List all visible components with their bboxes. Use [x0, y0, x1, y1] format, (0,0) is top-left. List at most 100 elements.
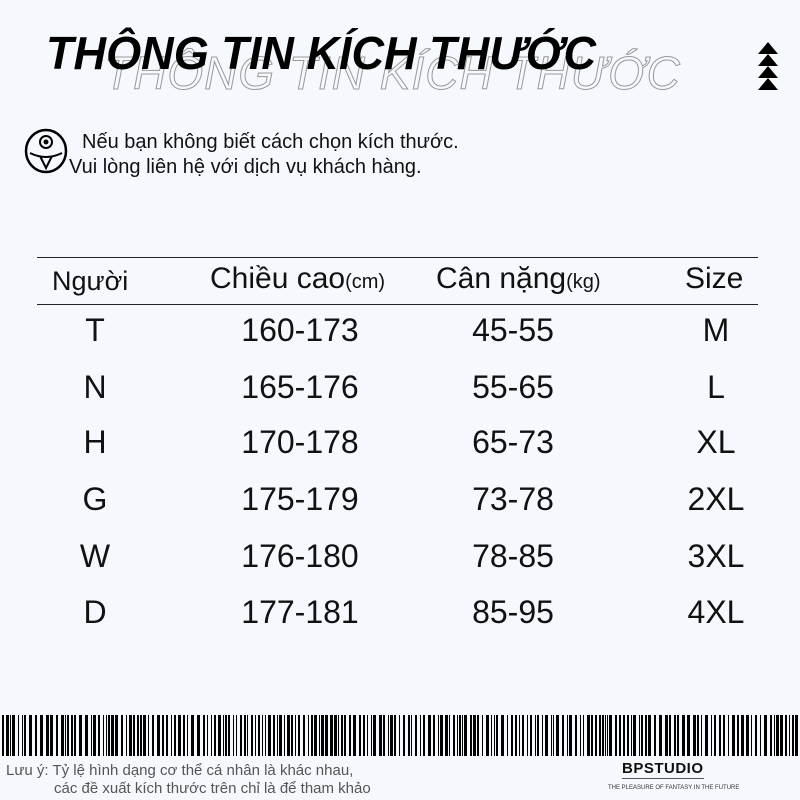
barcode-bar: [615, 715, 617, 756]
barcode-bar: [440, 715, 443, 756]
barcode-bar: [583, 715, 584, 756]
barcode-bar: [408, 715, 410, 756]
barcode-bar: [279, 715, 282, 756]
page-title-outline: THÔNG TIN KÍCH THƯỚC: [104, 47, 681, 100]
barcode-bar: [459, 715, 461, 756]
barcode-bar: [591, 715, 593, 756]
barcode-bar: [129, 715, 132, 756]
barcode-bar: [363, 715, 365, 756]
cell-size: M: [702, 312, 730, 348]
barcode-bar: [35, 715, 37, 756]
barcode-bar: [697, 715, 699, 756]
barcode-bar: [669, 715, 671, 756]
barcode-bar: [641, 715, 643, 756]
cell-height: 175-179: [241, 481, 359, 517]
barcode-bar: [330, 715, 333, 756]
barcode-bar: [477, 715, 479, 756]
barcode-bar: [473, 715, 476, 756]
barcode-bar: [551, 715, 552, 756]
barcode-bar: [218, 715, 221, 756]
barcode-bar: [40, 715, 43, 756]
barcode-bar: [50, 715, 53, 756]
cell-size: L: [707, 369, 725, 405]
barcode-bar: [379, 715, 382, 756]
cell-weight: 45-55: [472, 312, 554, 348]
footer-note-line-2: các đề xuất kích thước trên chỉ là để th…: [54, 780, 371, 797]
barcode-bar: [403, 715, 405, 756]
barcode-bar: [755, 715, 757, 756]
barcode-bar: [311, 715, 313, 756]
barcode-bar: [265, 715, 266, 756]
barcode-bar: [470, 715, 472, 756]
barcode-bar: [665, 715, 668, 756]
barcode-bar: [795, 715, 798, 756]
barcode-bar: [255, 715, 256, 756]
barcode-bar: [371, 715, 372, 756]
barcode-bar: [244, 715, 246, 756]
barcode-bar: [595, 715, 597, 756]
barcode-bar: [719, 715, 721, 756]
brand-tagline: THE PLEASURE OF FANTASY IN THE FUTURE: [608, 785, 740, 791]
barcode-bar: [341, 715, 343, 756]
barcode-bar: [133, 715, 135, 756]
face-icon: [24, 128, 68, 174]
cell-weight: 55-65: [472, 369, 554, 405]
barcode-bar: [705, 715, 708, 756]
barcode-bar: [420, 715, 421, 756]
table-top-divider: [37, 257, 758, 258]
barcode-bar: [240, 715, 242, 756]
notice-line-1: Nếu bạn không biết cách chọn kích thước.: [82, 131, 459, 153]
barcode-bar: [126, 715, 127, 756]
barcode-bar: [627, 715, 629, 756]
barcode-bar: [321, 715, 324, 756]
barcode-bar: [308, 715, 309, 756]
barcode-bar: [464, 715, 467, 756]
barcode-bar: [6, 715, 9, 756]
barcode-bar: [223, 715, 224, 756]
barcode-bar: [115, 715, 118, 756]
header-height: Chiều cao(cm): [210, 262, 386, 295]
barcode-bar: [211, 715, 212, 756]
barcode-bar: [162, 715, 164, 756]
notice-line-2: Vui lòng liên hệ với dịch vụ khách hàng.: [69, 156, 422, 178]
barcode-bar: [453, 715, 455, 756]
barcode-bar: [373, 715, 376, 756]
barcode-bar: [207, 715, 208, 756]
barcode-bar: [511, 715, 513, 756]
barcode-bar: [29, 715, 32, 756]
barcode-bar: [273, 715, 275, 756]
barcode-bar: [108, 715, 110, 756]
barcode-bar: [633, 715, 636, 756]
barcode-bar: [732, 715, 735, 756]
barcode-bar: [183, 715, 185, 756]
cell-height: 160-173: [241, 312, 359, 348]
barcode-bar: [325, 715, 328, 756]
cell-size: XL: [696, 424, 736, 460]
barcode-bar: [174, 715, 176, 756]
barcode-bar: [258, 715, 260, 756]
barcode-bar: [197, 715, 200, 756]
barcode-bar: [74, 715, 76, 756]
cell-weight: 65-73: [472, 424, 554, 460]
barcode-bar: [106, 715, 107, 756]
barcode-bar: [298, 715, 300, 756]
barcode-bar: [631, 715, 632, 756]
barcode-bar: [56, 715, 58, 756]
barcode-bar: [645, 715, 647, 756]
barcode-bar: [760, 715, 761, 756]
barcode-bar: [367, 715, 368, 756]
barcode-bar: [359, 715, 361, 756]
barcode-bar: [111, 715, 114, 756]
barcode-bar: [247, 715, 248, 756]
barcode-bar: [501, 715, 504, 756]
barcode-bar: [171, 715, 172, 756]
barcode-bar: [609, 715, 612, 756]
barcode-bar: [445, 715, 448, 756]
barcode-bar: [792, 715, 794, 756]
barcode-bar: [575, 715, 577, 756]
barcode-bar: [605, 715, 606, 756]
barcode-bar: [462, 715, 463, 756]
barcode-bar: [143, 715, 146, 756]
barcode-bar: [411, 715, 412, 756]
barcode-bar: [623, 715, 625, 756]
